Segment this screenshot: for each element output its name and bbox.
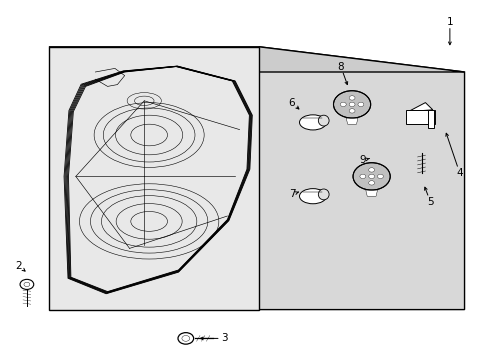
Text: 6: 6: [288, 98, 295, 108]
Circle shape: [368, 168, 374, 172]
Circle shape: [357, 102, 363, 107]
Text: 8: 8: [337, 62, 344, 72]
Circle shape: [348, 96, 354, 100]
Polygon shape: [407, 103, 432, 112]
Bar: [427, 110, 433, 128]
Circle shape: [348, 109, 354, 113]
Ellipse shape: [299, 189, 326, 204]
Ellipse shape: [318, 115, 328, 126]
Circle shape: [348, 102, 354, 107]
Text: 2: 2: [15, 261, 22, 271]
Circle shape: [352, 163, 389, 190]
Polygon shape: [49, 47, 464, 72]
Polygon shape: [365, 190, 377, 196]
Circle shape: [377, 174, 383, 179]
Circle shape: [359, 174, 365, 179]
Circle shape: [20, 279, 34, 289]
Text: 5: 5: [426, 197, 433, 207]
Polygon shape: [49, 47, 259, 310]
Text: 7: 7: [288, 189, 295, 199]
Text: 9: 9: [359, 155, 366, 165]
Circle shape: [333, 91, 370, 118]
Circle shape: [368, 181, 374, 185]
Circle shape: [368, 174, 374, 179]
Circle shape: [340, 102, 346, 107]
Polygon shape: [346, 118, 357, 124]
Circle shape: [178, 333, 193, 344]
Polygon shape: [259, 47, 464, 310]
Ellipse shape: [299, 115, 326, 130]
Text: 1: 1: [446, 17, 452, 27]
Text: 4: 4: [455, 168, 462, 178]
Bar: [405, 110, 434, 124]
Ellipse shape: [318, 189, 328, 200]
Text: 3: 3: [221, 333, 228, 343]
